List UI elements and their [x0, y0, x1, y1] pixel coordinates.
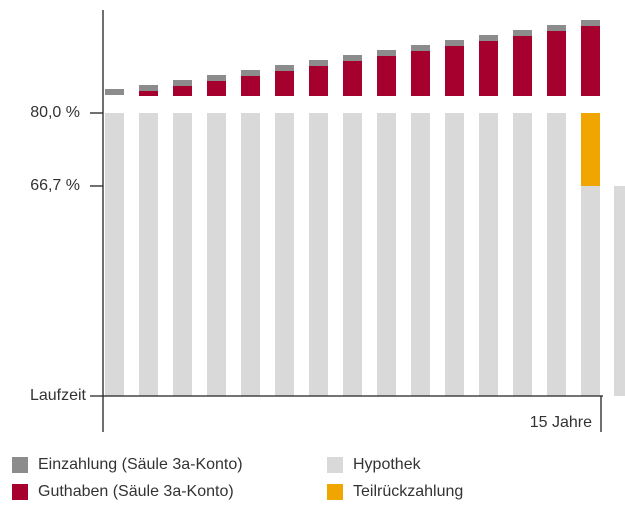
- guthaben-bar: [173, 86, 192, 96]
- legend-swatch: [12, 484, 28, 500]
- guthaben-bar: [479, 41, 498, 96]
- y-tick-label: 80,0 %: [30, 104, 80, 121]
- legend-label: Einzahlung (Säule 3a-Konto): [38, 456, 243, 473]
- legend: Einzahlung (Säule 3a-Konto) Guthaben (Säu…: [12, 456, 463, 500]
- hypothek-bar: [343, 113, 362, 396]
- einzahlung-bar: [377, 50, 396, 56]
- einzahlung-bar: [343, 55, 362, 61]
- einzahlung-bar: [479, 35, 498, 41]
- einzahlung-bar: [547, 25, 566, 31]
- x-axis-label: 15 Jahre: [530, 414, 592, 431]
- legend-swatch: [327, 484, 343, 500]
- guthaben-bar: [275, 71, 294, 96]
- guthaben-bar: [581, 26, 600, 96]
- teilrueckzahlung-bar: [581, 113, 600, 186]
- legend-swatch: [12, 457, 28, 473]
- einzahlung-bar: [581, 20, 600, 26]
- hypothek-bar: [445, 113, 464, 396]
- legend-label: Guthaben (Säule 3a-Konto): [38, 483, 234, 500]
- legend-label: Hypothek: [353, 456, 422, 473]
- hypothek-bar: [411, 113, 430, 396]
- y-axis-origin-label: Laufzeit: [30, 387, 87, 404]
- legend-label: Teilrückzahlung: [353, 483, 463, 500]
- hypothek-bar: [614, 186, 625, 396]
- guthaben-bar: [445, 46, 464, 96]
- hypothek-bar: [547, 113, 566, 396]
- einzahlung-bar: [411, 45, 430, 51]
- guthaben-bar: [309, 66, 328, 96]
- guthaben-bar: [411, 51, 430, 96]
- einzahlung-bar: [275, 65, 294, 71]
- einzahlung-bar: [139, 85, 158, 91]
- guthaben-bar: [513, 36, 532, 96]
- einzahlung-bar: [445, 40, 464, 46]
- guthaben-bar: [377, 56, 396, 96]
- hypothek-bar: [139, 113, 158, 396]
- hypothek-bar: [173, 113, 192, 396]
- einzahlung-bar: [309, 60, 328, 66]
- einzahlung-bar: [105, 89, 124, 95]
- hypothek-bar: [309, 113, 328, 396]
- hypothek-bar: [105, 113, 124, 396]
- hypothek-bar: [241, 113, 260, 396]
- hypothek-bar: [207, 113, 226, 396]
- einzahlung-bar: [173, 80, 192, 86]
- einzahlung-bar: [207, 75, 226, 81]
- legend-swatch: [327, 457, 343, 473]
- hypothek-bar: [513, 113, 532, 396]
- guthaben-bar: [241, 76, 260, 96]
- hypothek-bar: [581, 186, 600, 396]
- einzahlung-bar: [241, 70, 260, 76]
- guthaben-bar: [547, 31, 566, 96]
- guthaben-bar: [343, 61, 362, 96]
- y-tick-label: 66,7 %: [30, 177, 80, 194]
- guthaben-bar: [139, 91, 158, 96]
- hypothek-bar: [377, 113, 396, 396]
- hypothek-bar: [275, 113, 294, 396]
- guthaben-bar: [207, 81, 226, 96]
- einzahlung-bar: [513, 30, 532, 36]
- hypothek-bar: [479, 113, 498, 396]
